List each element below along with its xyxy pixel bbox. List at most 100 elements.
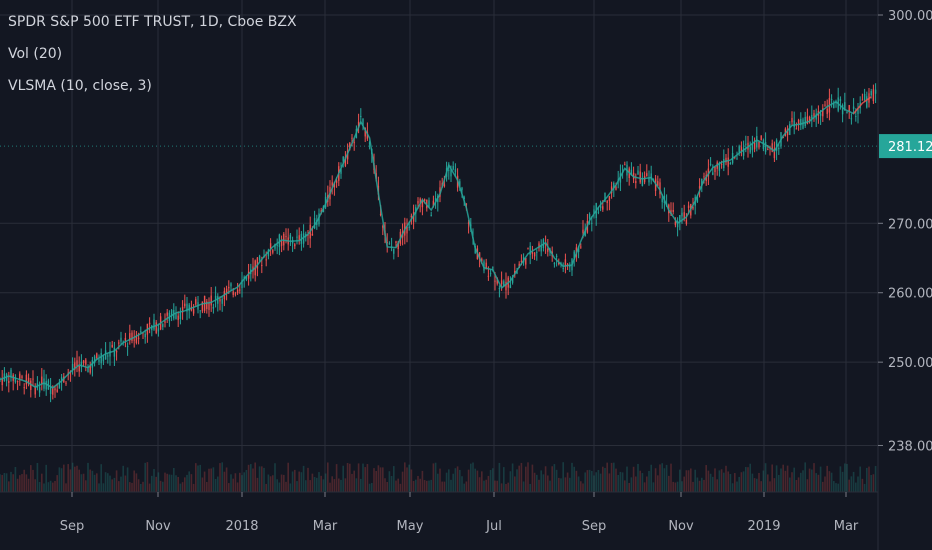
candle-body (388, 243, 391, 245)
volume-bar (269, 476, 272, 492)
volume-bar (595, 472, 597, 492)
candle-body (417, 201, 419, 204)
price-axis[interactable]: 300.00 270.00 260.00 250.00 238.00 (878, 9, 932, 454)
volume-bar (104, 472, 107, 492)
candle-body (870, 90, 872, 96)
volume-bar (289, 483, 292, 492)
candle-body (170, 310, 173, 317)
volume-bar (584, 472, 586, 492)
candle-body (137, 337, 140, 339)
volume-bar (32, 469, 34, 492)
candle-body (261, 264, 263, 266)
candle-body (520, 260, 523, 262)
candle-body (100, 352, 102, 364)
volume-bar (652, 482, 655, 492)
volume-bar (333, 479, 336, 492)
candle-body (525, 258, 527, 265)
time-axis[interactable]: Sep Nov 2018 Mar May Jul Sep Nov 2019 Mar (60, 492, 859, 534)
volume-bar (283, 474, 285, 492)
candle-body (657, 181, 659, 186)
volume-bar (285, 481, 287, 492)
volume-bar (692, 481, 694, 492)
legend-symbol[interactable]: SPDR S&P 500 ETF TRUST, 1D, Cboe BZX (8, 14, 297, 30)
candle-body (41, 376, 43, 385)
volume-bar (452, 473, 454, 492)
volume-bar (467, 469, 470, 492)
volume-bar (340, 479, 342, 492)
volume-bar (727, 471, 729, 492)
volume-bar (247, 464, 250, 492)
volume-bar (89, 469, 91, 492)
volume-bar (613, 462, 615, 492)
volume-bar (527, 462, 529, 492)
volume-bar (608, 473, 611, 492)
candle-body (564, 259, 567, 266)
volume-bar (696, 477, 699, 492)
candle-body (406, 226, 408, 234)
volume-bar (386, 481, 388, 492)
candle-body (852, 106, 855, 109)
price-tick-label: 250.00 (888, 356, 932, 371)
volume-bar (379, 467, 382, 492)
candle-body (775, 139, 778, 151)
candle-body (45, 381, 47, 390)
volume-bar (133, 470, 135, 492)
legend-indicator[interactable]: VLSMA (10, close, 3) (8, 78, 152, 94)
volume-bar (329, 482, 331, 492)
candle-body (580, 246, 582, 248)
volume-bar (738, 476, 740, 492)
volume-bar (505, 483, 507, 492)
volume-bar (855, 482, 857, 492)
candle-body (800, 119, 802, 126)
volume-bar (272, 475, 274, 492)
candle-body (459, 181, 461, 187)
volume-bar (791, 472, 793, 492)
candle-body (547, 248, 549, 252)
volume-bar (190, 474, 193, 492)
candle-body (280, 241, 283, 246)
candle-body (850, 118, 853, 120)
candle-body (368, 142, 371, 145)
volume-bar (434, 462, 437, 492)
candle-body (219, 299, 221, 302)
candle-body (782, 137, 784, 139)
candle-body (331, 182, 333, 186)
candle-body (21, 376, 23, 378)
volume-bar (813, 463, 815, 492)
legend-volume[interactable]: Vol (20) (8, 46, 63, 62)
volume-bar (278, 482, 281, 492)
candle-body (602, 206, 604, 210)
candle-body (148, 322, 151, 325)
volume-bar (588, 469, 591, 492)
volume-bar (217, 476, 219, 492)
volume-bar (5, 473, 8, 492)
candle-body (80, 361, 83, 368)
volume-bar (707, 470, 710, 492)
candle-body (802, 119, 804, 129)
candle-body (85, 359, 87, 365)
volume-bar (582, 483, 584, 492)
volume-bar (659, 464, 661, 492)
volume-bar (725, 465, 727, 492)
candle-body (496, 277, 498, 284)
candle-body (811, 114, 813, 119)
volume-bar (228, 483, 230, 492)
candle-body (201, 301, 204, 312)
candle-body (494, 280, 496, 282)
volume-bar (118, 481, 120, 492)
candle-body (615, 186, 617, 190)
candle-body (606, 200, 608, 204)
volume-bar (357, 463, 360, 492)
volume-bar (861, 478, 864, 492)
volume-bar (366, 464, 369, 492)
volume-bar (575, 470, 578, 492)
candle-body (789, 124, 791, 135)
volume-bar (760, 481, 762, 492)
candle-body (232, 291, 234, 295)
volume-bar (641, 473, 644, 492)
volume-bar (353, 470, 355, 492)
volume-bar (762, 470, 765, 492)
volume-bar (159, 480, 162, 492)
last-price-label: 281.12 (888, 140, 932, 155)
